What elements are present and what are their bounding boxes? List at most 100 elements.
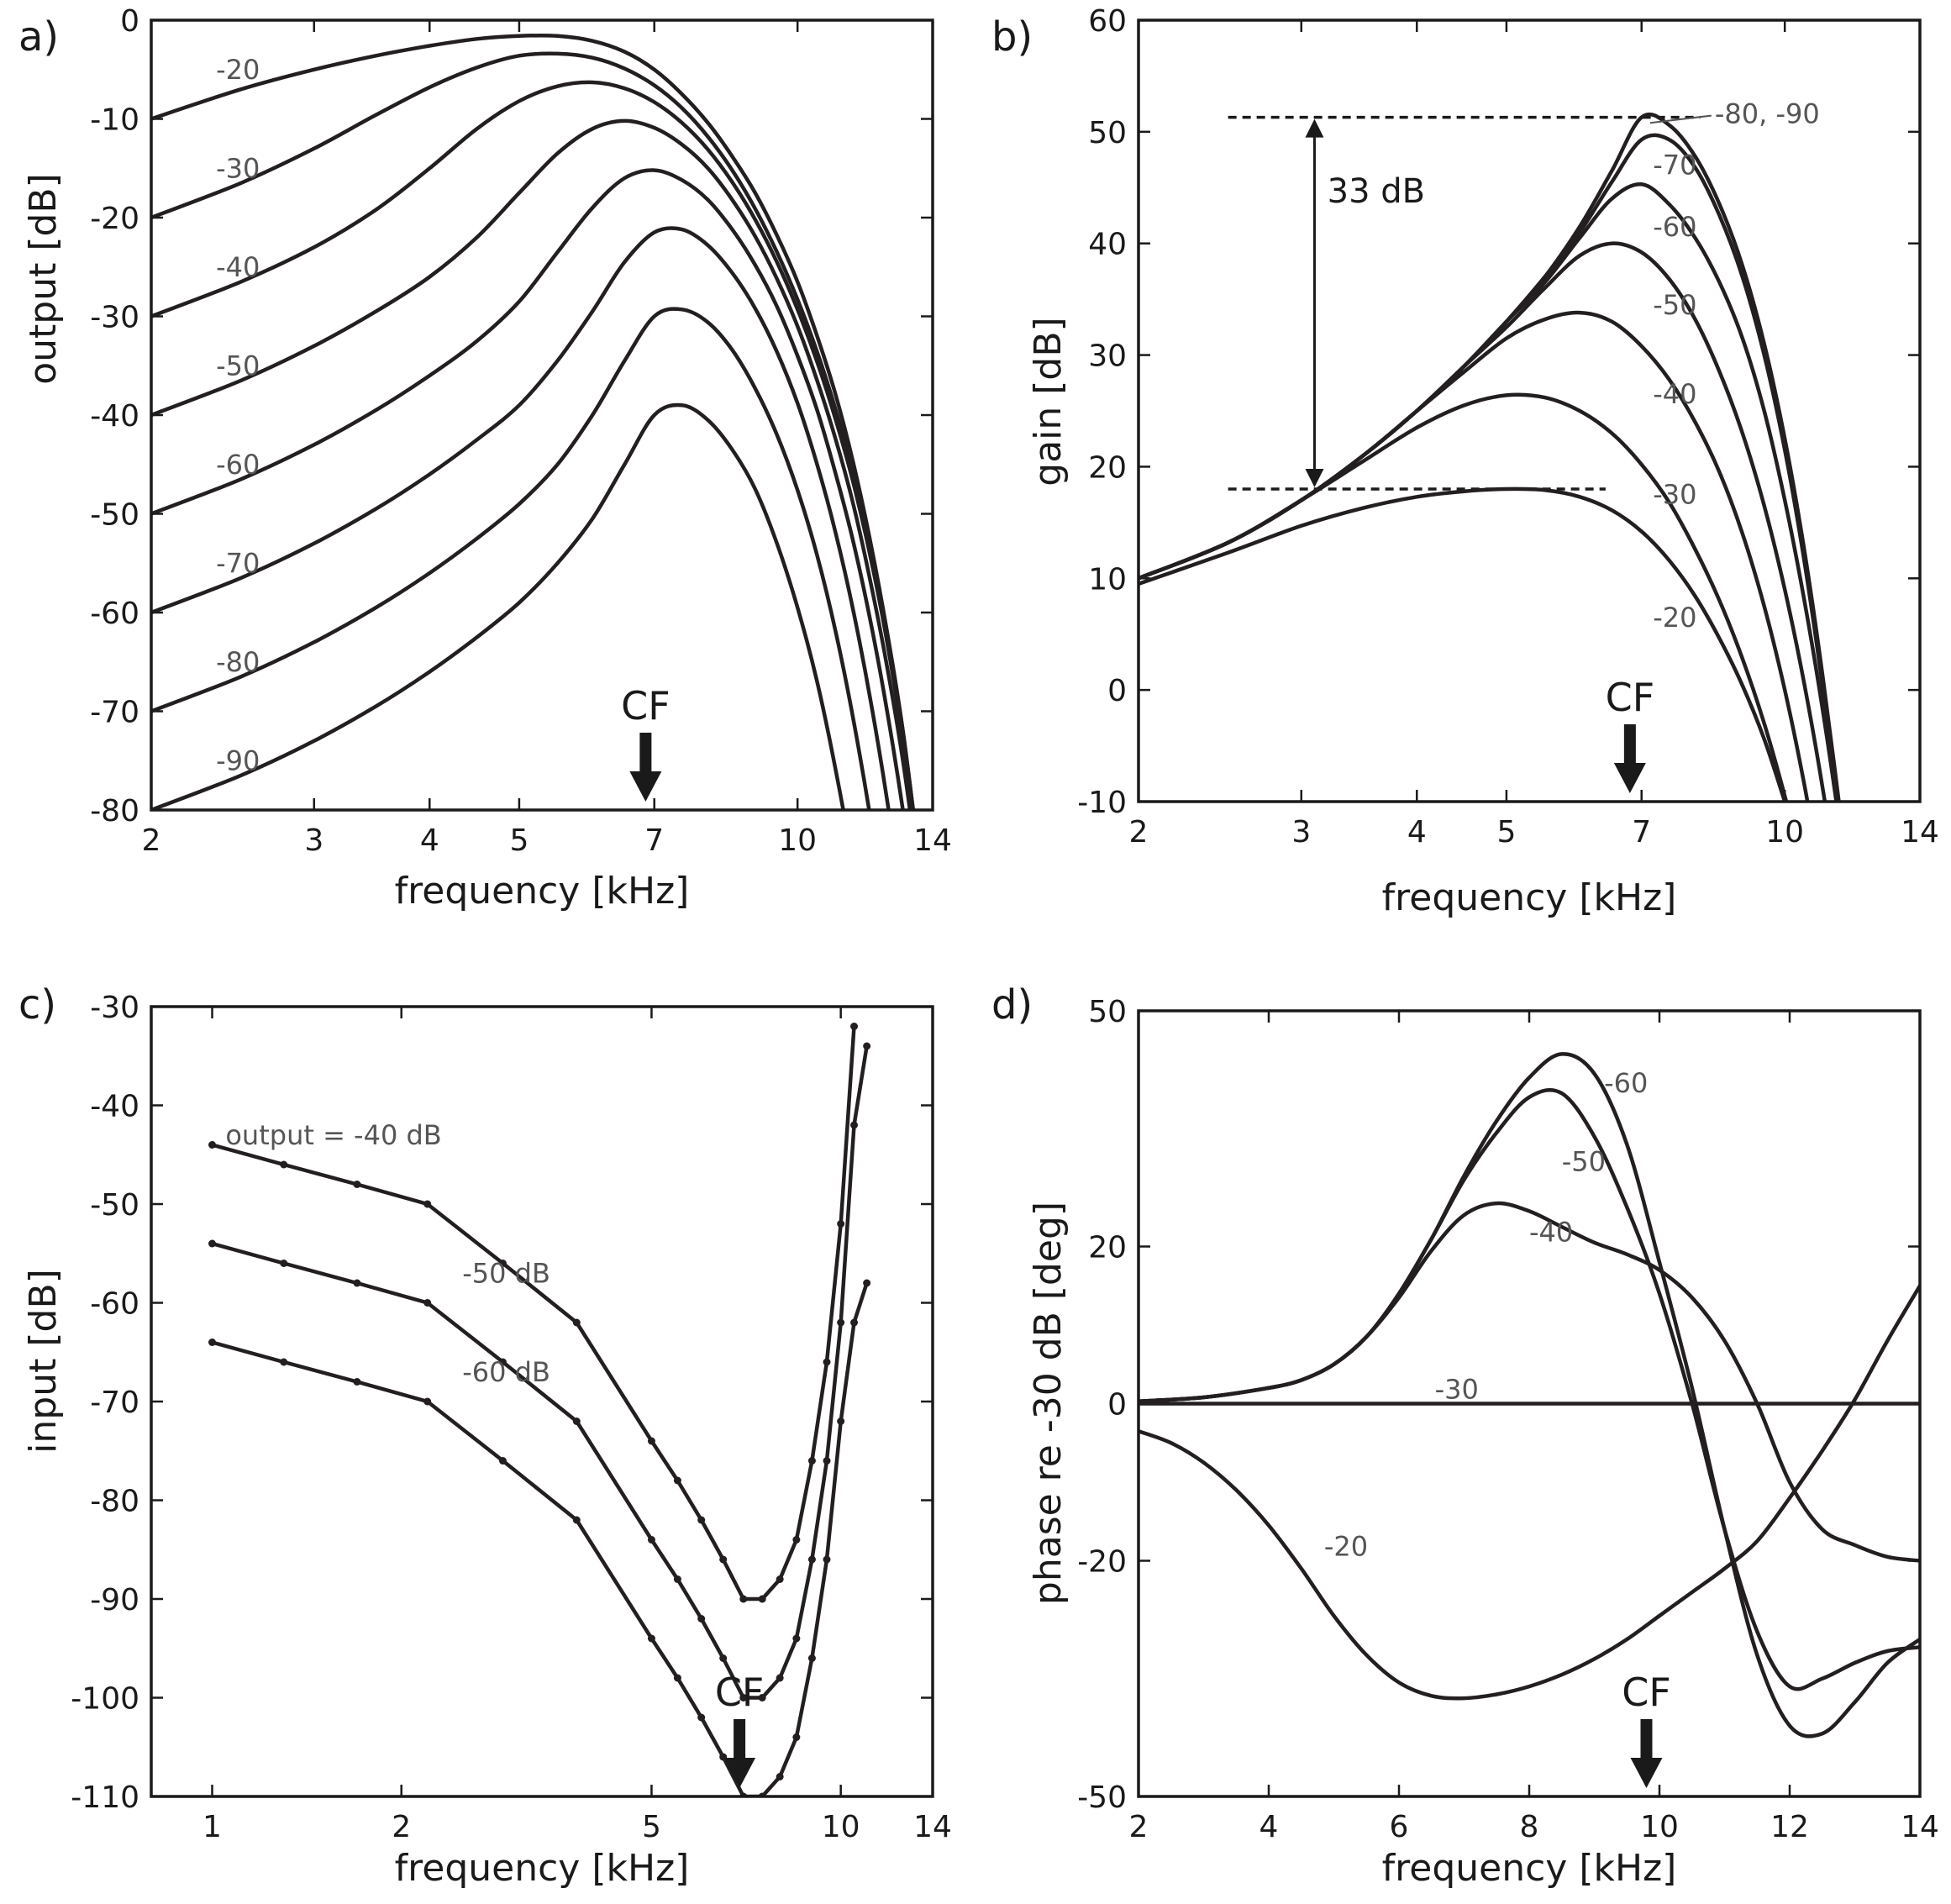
data-point-output-40-db — [823, 1358, 831, 1366]
data-point-output-40-db — [776, 1575, 784, 1583]
x-tick-label: 5 — [509, 823, 529, 858]
series-label-70: -70 — [216, 547, 260, 579]
data-point-50-db — [280, 1260, 288, 1267]
x-axis-label-c: frequency [kHz] — [395, 1847, 690, 1890]
y-tick-label: -50 — [1077, 1780, 1127, 1815]
series-line-40 — [1139, 1201, 1920, 1563]
data-point-output-40-db — [498, 1260, 507, 1267]
curves-a — [151, 33, 916, 810]
series-line-40 — [1139, 310, 1810, 802]
data-point-50-db — [697, 1615, 706, 1623]
cf-arrow-head — [723, 1758, 756, 1788]
x-tick-label: 5 — [642, 1810, 661, 1844]
data-point-60-db — [850, 1318, 859, 1327]
data-point-50-db — [719, 1654, 728, 1662]
series-label-40: -40 — [1529, 1217, 1573, 1249]
cf-label: CF — [621, 683, 670, 728]
data-point-50-db — [208, 1239, 217, 1248]
x-axis-label-d: frequency [kHz] — [1382, 1847, 1677, 1890]
series-label-50: -50 — [1653, 289, 1696, 321]
series-label-70: -70 — [1653, 150, 1696, 181]
data-point-50-db — [739, 1694, 748, 1702]
data-point-50-db — [807, 1555, 816, 1564]
series-label-30: -30 — [216, 152, 260, 184]
cf-arrow-head — [1630, 1758, 1663, 1788]
data-point-50-db — [823, 1457, 831, 1465]
y-tick-label: -80 — [90, 1485, 139, 1519]
data-point-60-db — [776, 1773, 784, 1780]
data-point-60-db — [280, 1358, 288, 1366]
series-label-80: -80 — [216, 646, 260, 678]
y-tick-label: 20 — [1088, 1231, 1127, 1265]
series-label-50: -50 — [216, 350, 260, 381]
data-point-output-40-db — [647, 1437, 655, 1445]
data-point-50-db — [863, 1042, 871, 1050]
x-tick-label: 1 — [202, 1810, 222, 1844]
data-point-50-db — [498, 1358, 507, 1366]
y-tick-label: -100 — [71, 1682, 139, 1717]
data-point-output-40-db — [697, 1516, 706, 1524]
data-point-60-db — [823, 1555, 831, 1564]
data-point-60-db — [498, 1457, 507, 1465]
y-tick-label: 0 — [120, 4, 139, 39]
series-label-30: -30 — [1435, 1374, 1479, 1406]
y-tick-label: -10 — [90, 103, 139, 138]
gain-range-arrow-head-down — [1305, 469, 1324, 487]
series-line-50 — [151, 118, 912, 810]
series-label-60: -60 — [216, 449, 260, 481]
cf-marker-a: CF — [621, 683, 670, 802]
x-tick-label: 12 — [1770, 1810, 1809, 1844]
gain-range-label: 33 dB — [1328, 172, 1425, 211]
panel-b: b) gain [dB] frequency [kHz] 2 3 4 5 7 10 14 60… — [991, 4, 1939, 919]
data-point-50-db — [647, 1536, 655, 1544]
data-point-output-40-db — [673, 1476, 681, 1485]
gain-range-arrow-head-up — [1305, 118, 1324, 138]
y-tick-label: -110 — [71, 1780, 139, 1815]
data-point-50-db — [353, 1279, 361, 1287]
x-tick-label: 14 — [1901, 815, 1939, 849]
y-tick-label: -90 — [90, 1583, 139, 1617]
y-tick-label: 10 — [1088, 562, 1127, 597]
x-tick-label: 3 — [1291, 815, 1311, 849]
data-point-output-40-db — [280, 1160, 288, 1169]
y-tick-label: -70 — [90, 696, 139, 730]
data-point-output-40-db — [719, 1555, 728, 1564]
data-point-output-40-db — [792, 1536, 801, 1544]
cf-label: CF — [1622, 1670, 1671, 1715]
y-tick-label: 20 — [1088, 450, 1127, 485]
x-tick-label: 14 — [913, 1810, 952, 1844]
y-tick-label: -30 — [90, 991, 139, 1025]
x-tick-label: 2 — [392, 1810, 411, 1844]
x-tick-label: 7 — [644, 823, 664, 858]
x-tick-label: 2 — [1129, 815, 1149, 849]
series-label-50: -50 — [1562, 1146, 1606, 1178]
y-tick-label: -50 — [90, 498, 139, 533]
data-point-50-db — [792, 1634, 801, 1643]
x-tick-label: 10 — [1640, 1810, 1679, 1844]
y-axis-label-a: output [dB] — [22, 173, 65, 385]
ticks-c: 1 2 5 10 14 -30 -40 -50 -60 -70 -80 -90 -100 -110 — [71, 991, 952, 1844]
cf-arrow-head — [629, 771, 662, 802]
y-tick-label: 40 — [1088, 228, 1127, 262]
panel-a: a) output [dB] frequency [kHz] 2 3 4 5 7 10 14… — [18, 4, 952, 913]
x-tick-label: 8 — [1520, 1810, 1539, 1844]
y-tick-label: -30 — [90, 301, 139, 335]
y-tick-label: -20 — [1077, 1545, 1127, 1580]
x-tick-label: 2 — [142, 823, 161, 858]
data-point-50-db — [758, 1694, 766, 1702]
data-point-output-40-db — [837, 1220, 845, 1228]
panel-d: d) phase re -30 dB [deg] frequency [kHz]… — [991, 981, 1939, 1890]
series-label-60: -60 — [1604, 1067, 1648, 1099]
y-tick-label: 0 — [1107, 1388, 1127, 1423]
cf-marker-b: CF — [1606, 675, 1654, 793]
x-tick-label: 10 — [1765, 815, 1804, 849]
cf-label: CF — [715, 1670, 765, 1715]
data-point-output-40-db — [208, 1141, 217, 1149]
ticks-b: 2 3 4 5 7 10 14 60 50 40 30 20 10 0 -10 — [1077, 4, 1939, 849]
data-point-50-db — [850, 1121, 859, 1129]
curves-d — [1139, 1052, 1920, 1738]
data-point-output-40-db — [572, 1318, 581, 1327]
plot-frame-a — [150, 18, 934, 812]
y-tick-label: -50 — [90, 1188, 139, 1223]
